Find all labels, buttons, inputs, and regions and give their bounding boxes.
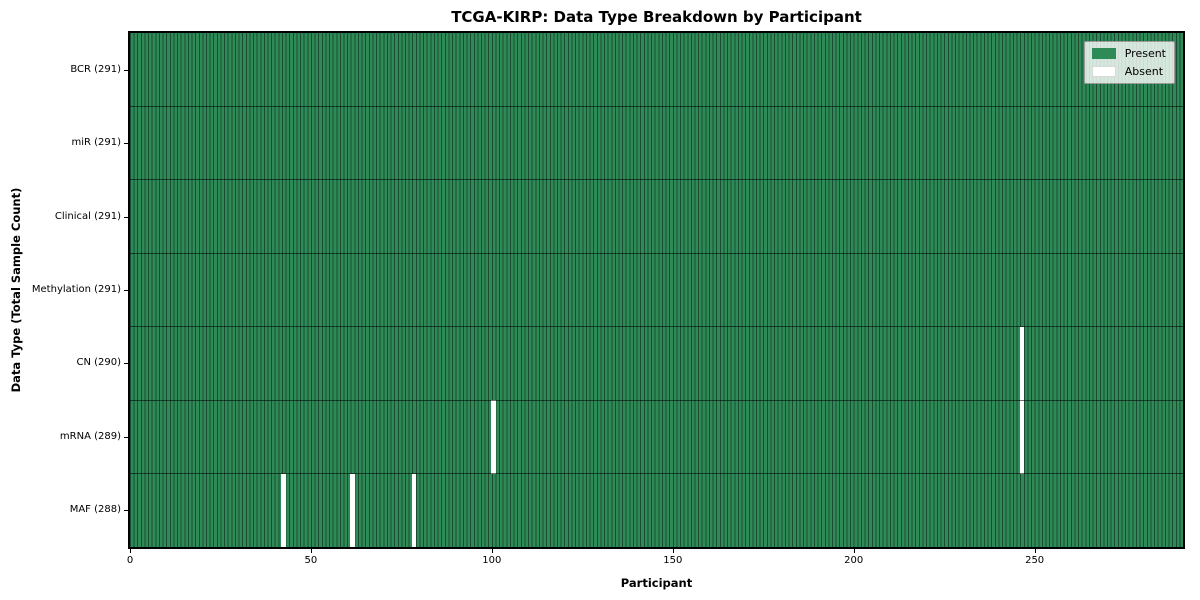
y-tick-label-Methylation: Methylation (291): [31, 284, 121, 295]
x-tick-mark: [310, 549, 312, 553]
y-tick-mark: [124, 216, 128, 218]
y-tick-label-Clinical: Clinical (291): [54, 210, 121, 222]
legend: Present Absent: [1083, 41, 1175, 84]
y-axis-label: Data Type (Total Sample Count): [9, 187, 23, 393]
row-separator: [130, 473, 1183, 475]
row-separator: [130, 252, 1183, 254]
absent-mark-MAF-42: [281, 473, 287, 547]
absent-swatch-icon: [1091, 66, 1116, 77]
y-tick-label-miR: miR (291): [71, 137, 121, 149]
x-tick-label: 50: [304, 555, 318, 566]
y-tick-mark: [124, 290, 128, 291]
y-tick-label-MAF: MAF (288): [69, 504, 121, 516]
legend-entry-present: Present: [1091, 47, 1166, 60]
absent-mark-MAF-61: [350, 473, 355, 547]
x-tick-mark: [672, 549, 674, 553]
legend-label-absent: Absent: [1124, 65, 1164, 78]
x-tick-mark: [491, 549, 493, 553]
x-tick-label: 0: [126, 555, 134, 566]
row-separator: [130, 326, 1183, 328]
absent-mark-mRNA-246: [1019, 400, 1025, 474]
x-tick-mark: [1034, 549, 1036, 553]
x-tick-label: 100: [482, 555, 502, 566]
y-tick-label-BCR: BCR (291): [70, 63, 121, 75]
y-tick-label-mRNA: mRNA (289): [59, 430, 121, 442]
absent-mark-CN-246: [1019, 326, 1025, 401]
legend-entry-absent: Absent: [1091, 65, 1166, 78]
x-tick-label: 200: [844, 555, 864, 566]
absent-mark-MAF-78: [411, 473, 417, 547]
y-tick-mark: [124, 363, 128, 365]
row-separator: [130, 399, 1183, 401]
y-tick-mark: [124, 69, 128, 71]
chart-title: TCGA-KIRP: Data Type Breakdown by Partic…: [451, 8, 862, 26]
plot-area: Present Absent: [128, 31, 1185, 549]
present-swatch-icon: [1091, 48, 1116, 59]
legend-label-present: Present: [1124, 47, 1166, 60]
x-axis-label: Participant: [620, 576, 693, 590]
row-separator: [130, 105, 1183, 107]
absent-mark-mRNA-100: [491, 400, 496, 474]
y-tick-mark: [124, 510, 128, 512]
y-tick-mark: [124, 143, 128, 145]
row-separator: [130, 179, 1183, 181]
x-tick-label: 150: [663, 555, 683, 566]
y-tick-mark: [124, 436, 128, 438]
x-tick-mark: [853, 549, 855, 553]
x-tick-label: 250: [1025, 555, 1045, 566]
y-tick-label-CN: CN (290): [76, 357, 121, 369]
x-tick-mark: [130, 549, 131, 553]
